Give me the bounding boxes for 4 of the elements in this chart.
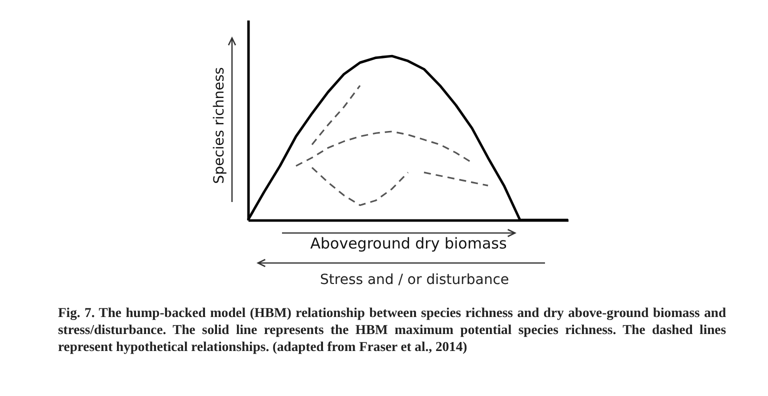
y-axis-title: Species richness	[212, 67, 228, 184]
caption: Fig. 7. The hump-backed model (HBM) relationship between species richness and dry above-ground biomass and stress/disturbance. The solid line represents the HBM maximum potential species richness. The dashed lines represent hypothetical relationships. (adapted from Fraser et al., 2014)	[58, 304, 726, 355]
text: Stress and / or disturbance	[320, 272, 510, 288]
x-axis-title: Aboveground dry biomass	[310, 234, 507, 252]
